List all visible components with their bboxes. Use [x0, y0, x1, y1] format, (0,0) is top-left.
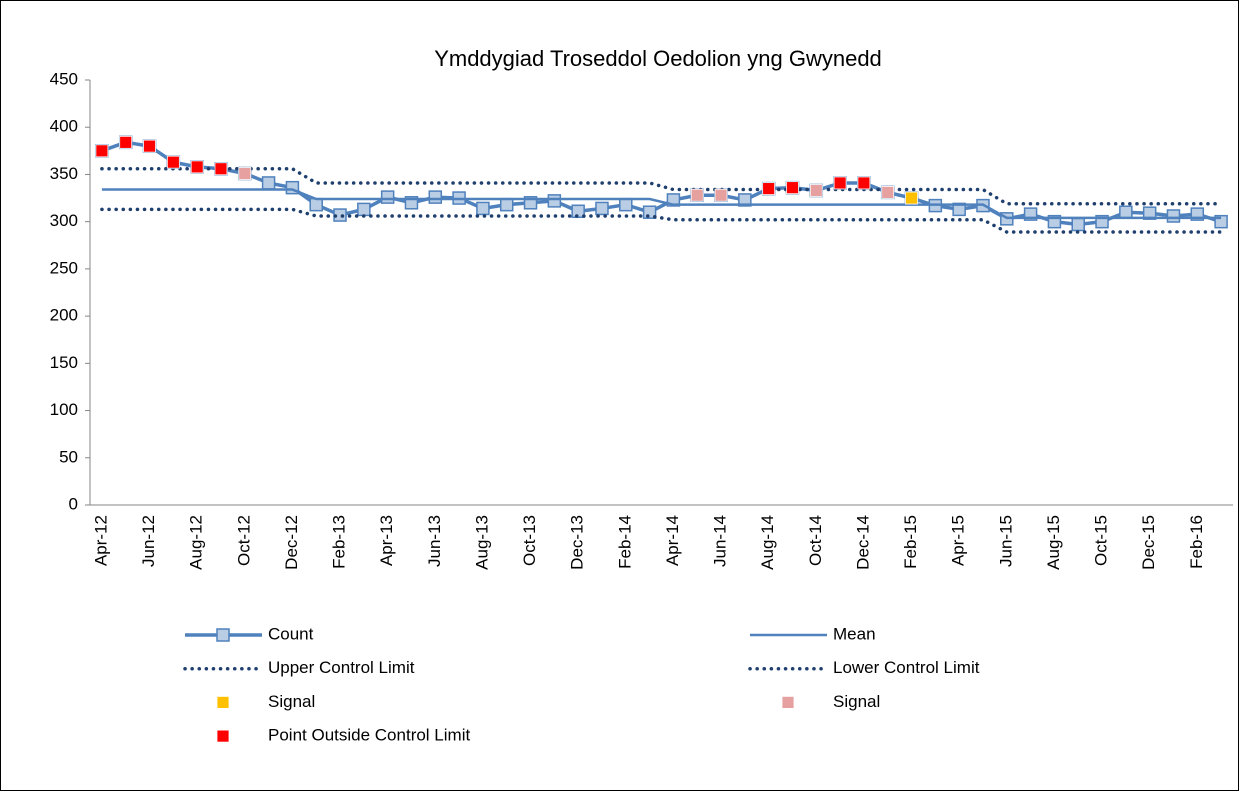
- data-point: [952, 202, 966, 217]
- series-line: [100, 207, 1223, 234]
- data-point: [119, 135, 133, 149]
- x-tick-label: Apr-15: [949, 515, 968, 566]
- data-point: [833, 176, 847, 190]
- data-point: [95, 144, 109, 158]
- x-tick-label: Aug-14: [758, 515, 777, 570]
- y-tick-label: 50: [59, 447, 78, 466]
- legend-label: Upper Control Limit: [268, 658, 415, 677]
- y-tick-label: 350: [50, 164, 78, 183]
- data-point: [428, 190, 443, 204]
- data-point: [476, 201, 490, 216]
- x-tick-label: Feb-13: [330, 515, 349, 569]
- data-point: [380, 190, 395, 204]
- x-tick-label: Dec-14: [853, 515, 872, 570]
- data-point: [357, 202, 371, 217]
- x-tick-label: Apr-14: [663, 515, 682, 566]
- legend-label: Signal: [268, 692, 315, 711]
- x-tick-label: Feb-15: [901, 515, 920, 569]
- data-point: [595, 201, 609, 216]
- x-tick-label: Aug-12: [187, 515, 206, 570]
- data-point: [1166, 209, 1181, 223]
- data-point: [1071, 217, 1085, 232]
- y-tick-label: 400: [50, 117, 78, 136]
- data-point: [738, 193, 752, 207]
- data-point: [571, 204, 585, 219]
- legend-label: Lower Control Limit: [833, 658, 980, 677]
- x-tick-label: Feb-16: [1187, 515, 1206, 569]
- data-point: [786, 181, 799, 195]
- legend-marker: [781, 696, 795, 709]
- data-point: [143, 139, 156, 153]
- x-tick-label: Jun-14: [711, 515, 730, 567]
- y-tick-label: 200: [50, 306, 78, 325]
- chart-title: Ymddygiad Troseddol Oedolion yng Gwynedd: [434, 46, 882, 71]
- x-tick-label: Oct-15: [1092, 515, 1111, 566]
- data-point: [309, 197, 323, 212]
- legend-marker: [216, 628, 230, 642]
- data-point: [714, 188, 728, 202]
- data-point: [190, 160, 204, 174]
- data-point: [166, 155, 180, 169]
- data-point: [857, 176, 871, 190]
- data-point: [881, 185, 895, 199]
- y-tick-label: 450: [50, 69, 78, 88]
- data-point: [809, 184, 823, 197]
- legend-label: Mean: [833, 624, 876, 643]
- y-tick-label: 150: [50, 353, 78, 372]
- y-tick-label: 0: [69, 494, 78, 513]
- data-point: [214, 162, 228, 176]
- legend-label: Signal: [833, 692, 880, 711]
- x-tick-label: Aug-15: [1044, 515, 1063, 570]
- legend-label: Point Outside Control Limit: [268, 726, 470, 745]
- data-point: [238, 167, 252, 180]
- x-tick-label: Dec-12: [282, 515, 301, 570]
- legend-marker: [216, 696, 230, 709]
- x-tick-label: Dec-13: [568, 515, 587, 570]
- data-point: [619, 197, 633, 212]
- series-line: [101, 188, 1222, 220]
- legend-label: Count: [268, 624, 314, 643]
- x-tick-label: Apr-12: [91, 515, 110, 566]
- x-tick-label: Feb-14: [615, 515, 634, 569]
- data-point: [905, 191, 918, 205]
- y-tick-label: 250: [50, 258, 78, 277]
- x-tick-label: Apr-13: [377, 515, 396, 566]
- data-point: [1142, 206, 1157, 220]
- legend-marker: [216, 729, 230, 743]
- x-tick-label: Jun-13: [425, 515, 444, 567]
- x-tick-label: Dec-15: [1139, 515, 1158, 570]
- data-point: [1119, 205, 1133, 219]
- y-tick-label: 300: [50, 211, 78, 230]
- x-tick-label: Jun-12: [139, 515, 158, 567]
- x-tick-label: Oct-14: [806, 515, 825, 566]
- data-point: [261, 176, 276, 190]
- data-point: [499, 197, 514, 212]
- data-point: [690, 188, 704, 202]
- x-tick-label: Oct-12: [234, 515, 253, 566]
- x-tick-label: Jun-15: [996, 515, 1015, 567]
- data-point: [547, 194, 562, 208]
- x-tick-label: Aug-13: [472, 515, 491, 570]
- data-point: [762, 182, 776, 196]
- y-tick-label: 100: [50, 400, 78, 419]
- x-tick-label: Oct-13: [520, 515, 539, 566]
